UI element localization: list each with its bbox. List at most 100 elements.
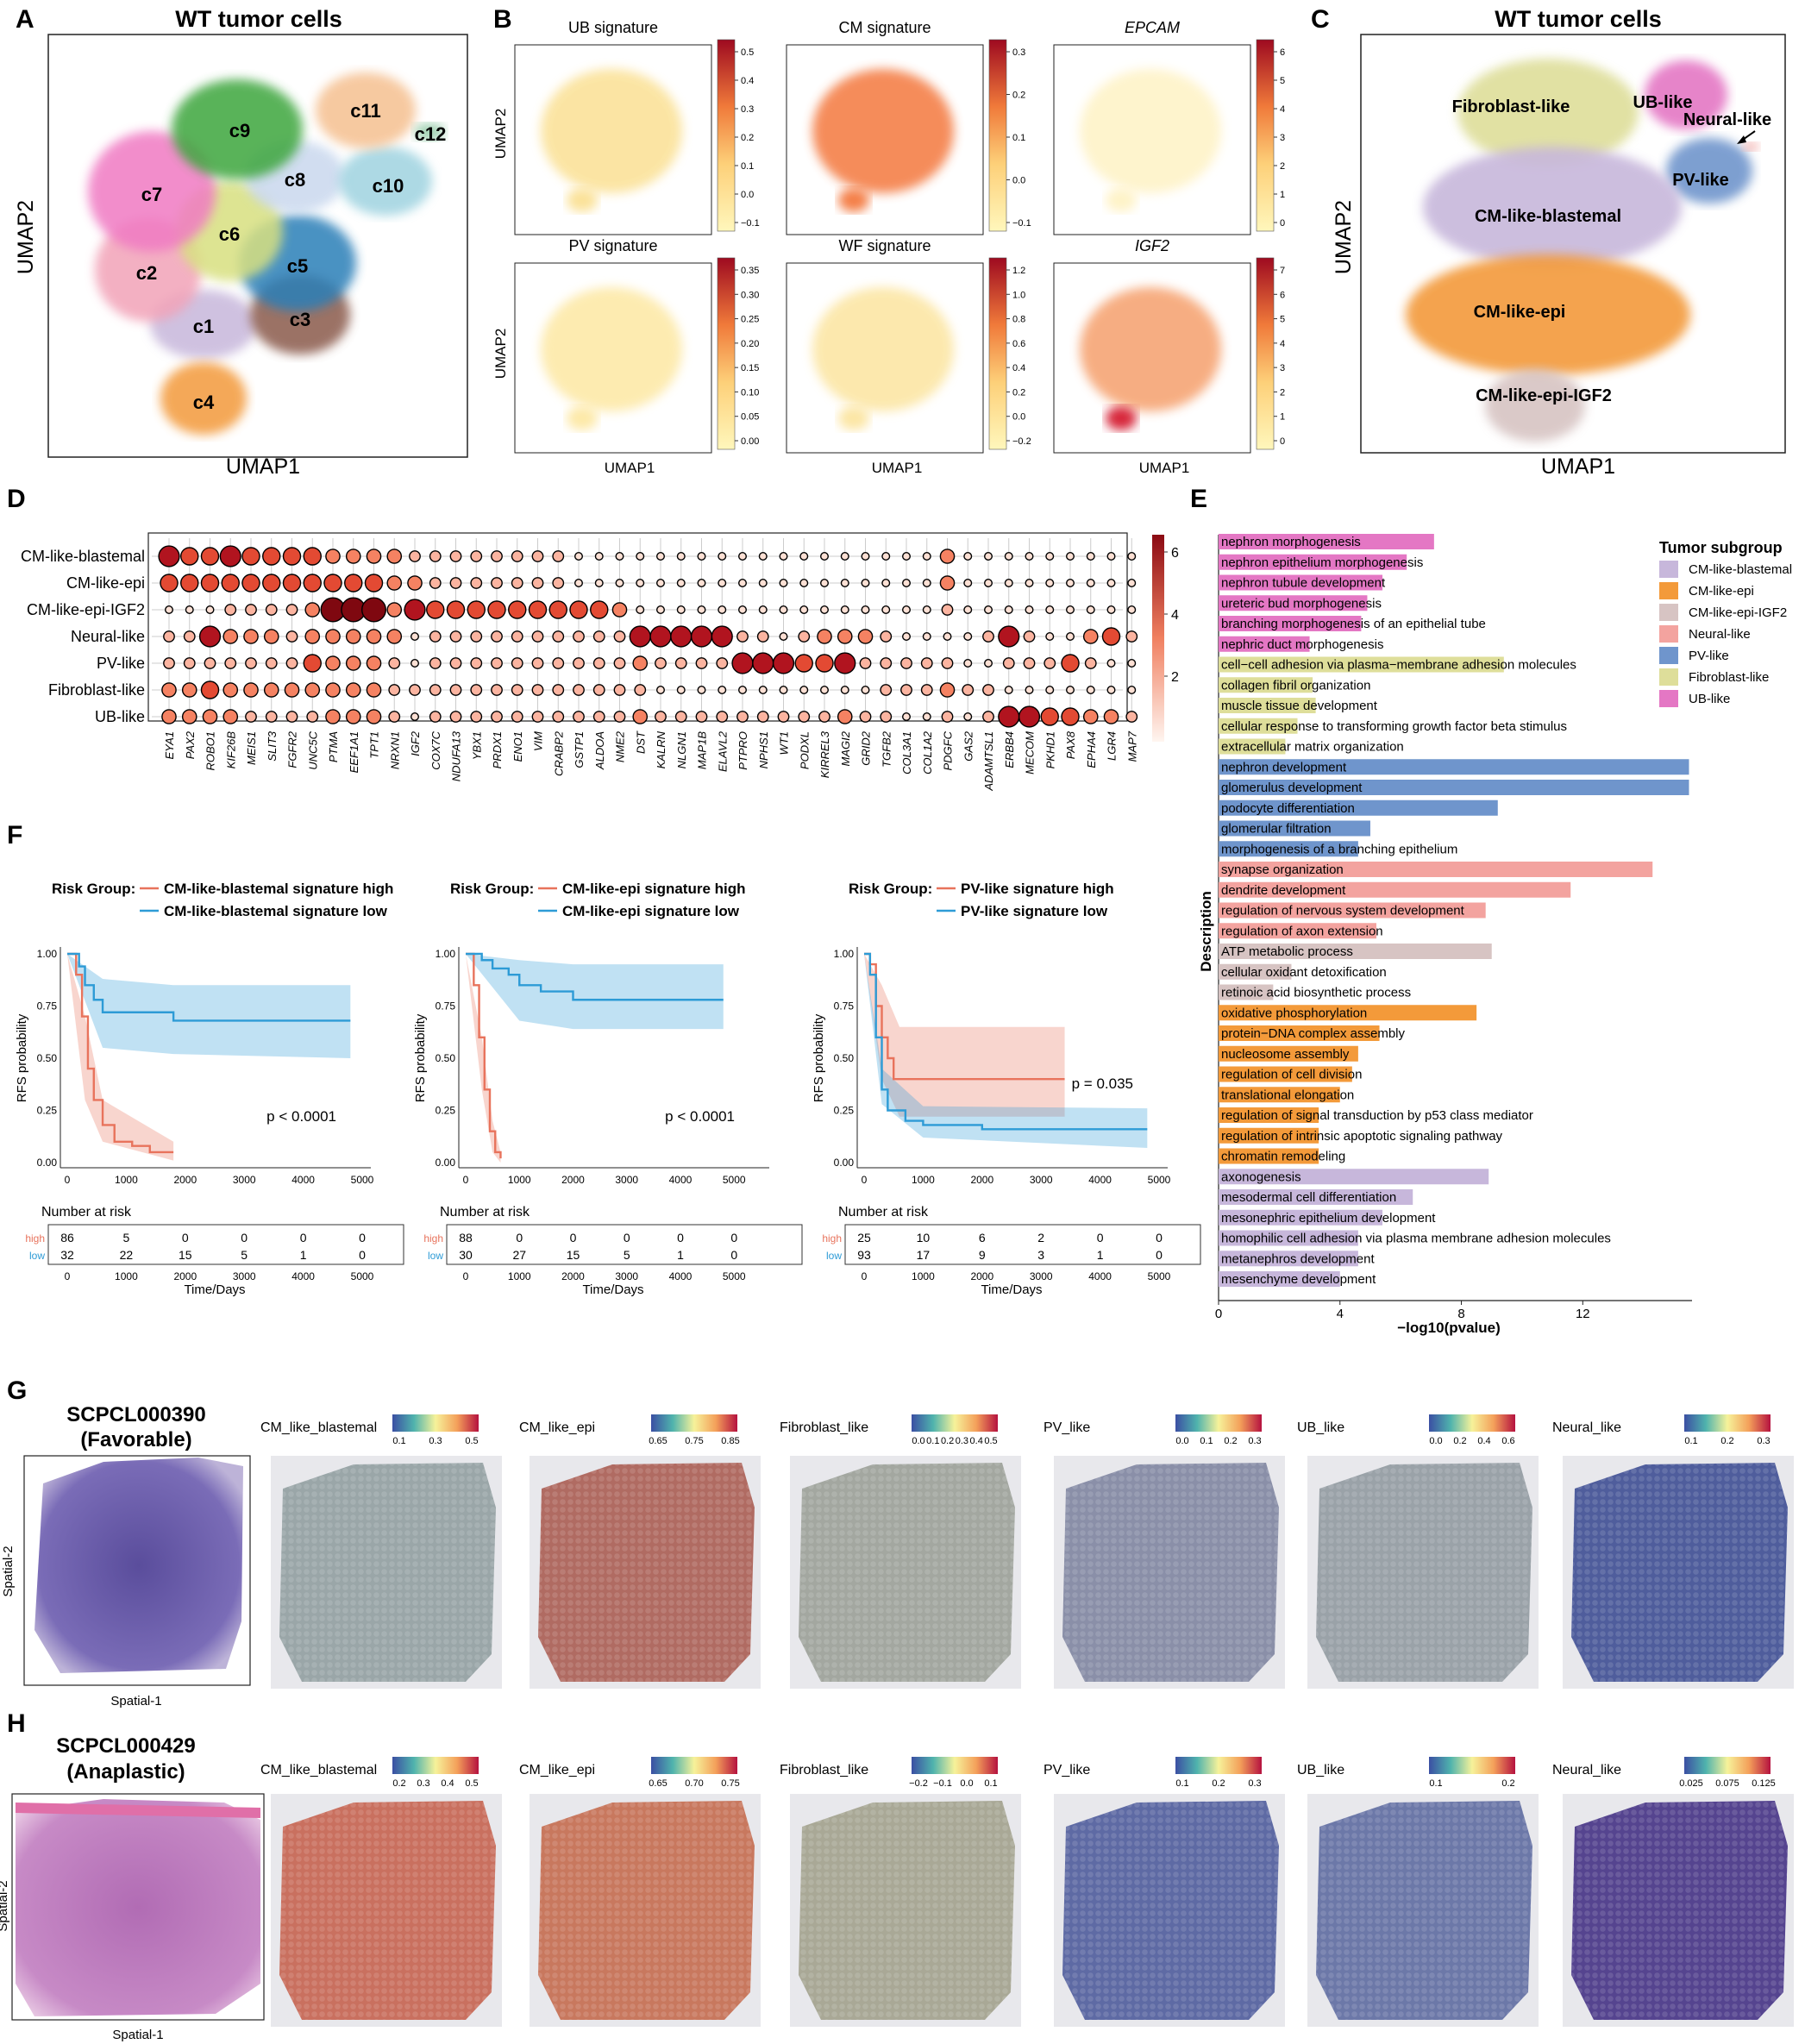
- go-xtick: 4: [1337, 1307, 1344, 1321]
- feature-map-blob: [541, 69, 682, 193]
- dotplot-dot: [655, 657, 667, 669]
- km-ytick: 0.75: [37, 1000, 58, 1013]
- km-risk-xtick: 0: [65, 1270, 71, 1282]
- dotplot-dot: [491, 657, 503, 669]
- dotplot-dot: [613, 711, 626, 723]
- go-legend-label: Fibroblast-like: [1689, 670, 1769, 685]
- spatial-colorbar-tick: 0.65: [649, 1436, 667, 1446]
- spatial-colorbar-tick: 0.3: [1757, 1436, 1770, 1446]
- dotplot-dot: [922, 552, 931, 561]
- dotplot-dot: [695, 711, 708, 723]
- dotplot-dot: [815, 654, 834, 673]
- panel-b-ylabel-2: UMAP2: [492, 329, 509, 379]
- colorbar-tick: 0.10: [741, 387, 759, 398]
- km-curve-low: [466, 952, 724, 1001]
- dotplot-dot: [718, 579, 727, 588]
- km-risk-low: 1: [1097, 1248, 1104, 1262]
- feature-map-blob: [541, 287, 682, 411]
- panel-letter-c: C: [1311, 5, 1330, 34]
- km-high-label: CM-like-epi signature high: [562, 881, 746, 897]
- km-xtick: 0: [862, 1174, 868, 1186]
- km-risk-low: 3: [1037, 1248, 1044, 1262]
- dotplot-dot: [409, 550, 421, 562]
- dotplot-dot: [718, 686, 727, 695]
- colorbar-tick: 0.4: [1012, 363, 1025, 373]
- dotplot-dot: [798, 630, 811, 643]
- dotplot-dot: [758, 579, 768, 588]
- dotplot-dot: [840, 605, 849, 615]
- dotplot-gene-label: MAGI2: [839, 730, 852, 766]
- km-risk-xtick: 0: [862, 1270, 868, 1282]
- colorbar-tick: 5: [1280, 76, 1285, 86]
- dotplot-dot: [303, 574, 322, 593]
- go-bar: [1219, 799, 1498, 816]
- go-legend-swatch: [1659, 582, 1678, 599]
- feature-map-subblob: [1106, 188, 1137, 212]
- dotplot-dot: [304, 602, 321, 618]
- spatial-colorbar-tick: 0.3: [417, 1778, 429, 1789]
- spatial-map-title: UB_like: [1297, 1420, 1344, 1435]
- dotplot-gene-label: COL1A2: [921, 730, 934, 774]
- dotplot-dot: [738, 686, 748, 695]
- spatial-colorbar-tick: 0.0: [1175, 1436, 1188, 1446]
- dotplot-dot: [695, 657, 708, 669]
- go-bar: [1219, 534, 1434, 549]
- dotplot-dot: [202, 709, 218, 724]
- go-term-label: muscle tissue development: [1221, 699, 1378, 713]
- dotplot-dot: [900, 657, 912, 669]
- panel-g-ylabel: Spatial-2: [1, 1546, 16, 1596]
- spatial-colorbar-tick: 0.4: [1477, 1436, 1490, 1446]
- panel-a-xlabel: UMAP1: [226, 455, 300, 479]
- go-term-label: regulation of intrinsic apoptotic signal…: [1221, 1129, 1503, 1144]
- dotplot-dot: [221, 574, 240, 593]
- dotplot-dot: [941, 604, 954, 616]
- dotplot-dot: [263, 629, 279, 644]
- spatial-colorbar-tick: 0.4: [970, 1436, 983, 1446]
- dotplot-gene-label: EYA1: [163, 731, 176, 760]
- spatial-map-0: CM_like_blastemal 0.2 0.3 0.4 0.5: [260, 1757, 502, 2027]
- dotplot-dot: [511, 711, 523, 723]
- colorbar-tick: 0.2: [741, 133, 754, 143]
- feature-map-1: CM signature 0.3 0.2 0.1 0.0 −0.1: [786, 19, 1031, 235]
- colorbar-tick: 0.4: [741, 76, 754, 86]
- dotplot-dot: [837, 709, 853, 724]
- dotplot-dot: [857, 629, 874, 644]
- go-term-label: chromatin remodeling: [1221, 1150, 1345, 1164]
- dotplot-dot: [429, 711, 442, 723]
- go-bar: [1219, 1087, 1340, 1103]
- feature-map-subblob: [1106, 406, 1137, 430]
- subgroup-label: Fibroblast-like: [1452, 97, 1570, 116]
- go-term-label: branching morphogenesis of an epithelial…: [1221, 617, 1486, 631]
- dotplot-dot: [636, 605, 645, 615]
- subgroup-label: UB-like: [1633, 93, 1693, 112]
- dotplot-gene-label: WT1: [778, 731, 791, 755]
- dotplot-dot: [449, 684, 462, 696]
- panel-e-legend-title: Tumor subgroup: [1659, 539, 1783, 556]
- dotplot-dot: [386, 629, 403, 644]
- dotplot-dot: [1018, 705, 1041, 728]
- feature-map-title: UB signature: [568, 19, 658, 36]
- go-term-label: regulation of cell division: [1221, 1068, 1362, 1082]
- dotplot-dot: [345, 709, 361, 724]
- cluster-label-c10: c10: [373, 175, 404, 197]
- dotplot-dot: [880, 630, 893, 643]
- spatial-map-3: PV_like 0.0 0.1 0.2 0.3: [1044, 1414, 1285, 1689]
- km-risk-high: 25: [857, 1231, 871, 1245]
- go-term-label: regulation of nervous system development: [1221, 904, 1465, 919]
- dotplot-dot: [285, 604, 298, 616]
- km-risk-high: 0: [241, 1231, 248, 1245]
- go-bar: [1219, 677, 1313, 693]
- spatial-colorbar-tick: 0.4: [441, 1778, 454, 1789]
- dotplot-dot: [590, 600, 609, 619]
- go-bar: [1219, 820, 1370, 837]
- panel-g-xlabel: Spatial-1: [110, 1694, 161, 1709]
- dotplot-dot: [552, 711, 565, 723]
- dotplot-row-label: PV-like: [97, 655, 145, 672]
- dotplot-dot: [388, 684, 401, 696]
- spatial-colorbar-tick: 0.1: [392, 1436, 405, 1446]
- km-risk-xtick: 4000: [291, 1270, 315, 1282]
- go-bar: [1219, 862, 1653, 877]
- dotplot-dot: [345, 629, 361, 644]
- km-ytick: 0.50: [834, 1052, 855, 1064]
- dotplot-dot: [200, 574, 220, 593]
